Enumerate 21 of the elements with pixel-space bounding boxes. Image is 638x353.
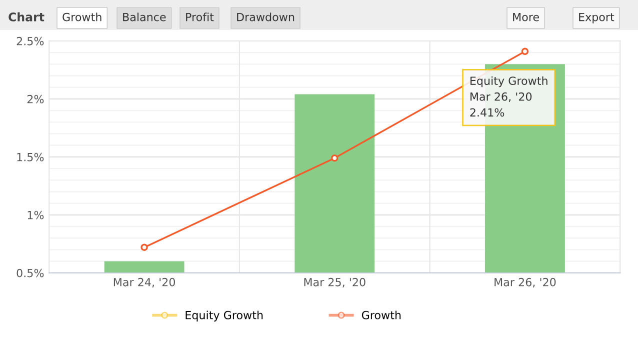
text: Export bbox=[579, 12, 614, 24]
x-tick-label: Mar 26, '20 bbox=[494, 278, 556, 288]
y-tick-label: 2% bbox=[27, 94, 44, 104]
text: Growth bbox=[62, 12, 102, 22]
x-tick-label: Mar 25, '20 bbox=[304, 278, 366, 288]
point bbox=[140, 244, 148, 251]
y-tick-label: 1.5% bbox=[17, 152, 44, 162]
text: More bbox=[513, 12, 539, 22]
x-tick-label: Mar 24, '20 bbox=[114, 278, 176, 288]
y-tick-label: 1% bbox=[28, 210, 44, 220]
y-tick-label: 0.5% bbox=[16, 268, 44, 278]
text: Drawdown bbox=[237, 12, 294, 22]
annotation: Equity Growth Mar 26, '20 2.41% bbox=[470, 76, 548, 117]
y-tick-label: 2.5% bbox=[16, 36, 44, 46]
legend-label: Growth bbox=[362, 310, 401, 320]
legend-label: Equity Growth bbox=[186, 310, 263, 322]
chart-title: Chart bbox=[8, 12, 44, 22]
point bbox=[331, 154, 338, 162]
text: Balance bbox=[123, 12, 166, 22]
text: Profit bbox=[186, 12, 214, 22]
point bbox=[521, 48, 529, 55]
